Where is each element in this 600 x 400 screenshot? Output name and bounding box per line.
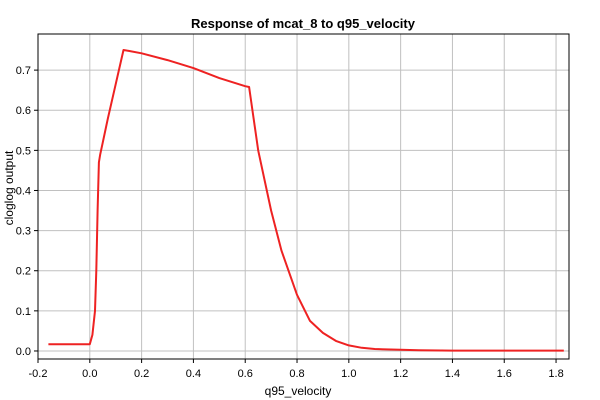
x-tick-label: 0.0 xyxy=(82,368,97,380)
x-tick-label: 1.4 xyxy=(445,368,460,380)
y-tick-label: 0.0 xyxy=(16,346,31,358)
x-tick-label: -0.2 xyxy=(29,368,48,380)
x-tick-label: 1.2 xyxy=(393,368,408,380)
x-axis: -0.2 0.0 0.2 0.4 0.6 0.8 1.0 1.2 1.4 1.6 1.8 xyxy=(29,359,564,380)
x-tick-label: 1.0 xyxy=(341,368,356,380)
plot-area-frame xyxy=(37,33,570,360)
x-tick-label: 0.8 xyxy=(289,368,304,380)
y-tick-label: 0.3 xyxy=(16,226,31,238)
x-tick-label: 0.2 xyxy=(134,368,149,380)
y-tick-label: 0.4 xyxy=(16,185,31,197)
x-tick-label: 0.6 xyxy=(238,368,253,380)
y-tick-label: 0.7 xyxy=(16,65,31,77)
y-axis: 0.0 0.1 0.2 0.3 0.4 0.5 0.6 0.7 xyxy=(16,65,38,358)
y-tick-label: 0.6 xyxy=(16,105,31,117)
y-tick-label: 0.1 xyxy=(16,306,31,318)
x-tick-label: 1.6 xyxy=(497,368,512,380)
y-axis-label: cloglog output xyxy=(2,150,16,225)
x-tick-label: 0.4 xyxy=(186,368,201,380)
response-curve xyxy=(48,49,564,352)
x-tick-label: 1.8 xyxy=(548,368,563,380)
y-tick-label: 0.5 xyxy=(16,145,31,157)
series-layer xyxy=(48,49,564,352)
y-tick-label: 0.2 xyxy=(16,266,31,278)
chart-title: Response of mcat_8 to q95_velocity xyxy=(191,16,416,31)
x-axis-label: q95_velocity xyxy=(265,384,332,398)
grid xyxy=(37,34,569,359)
